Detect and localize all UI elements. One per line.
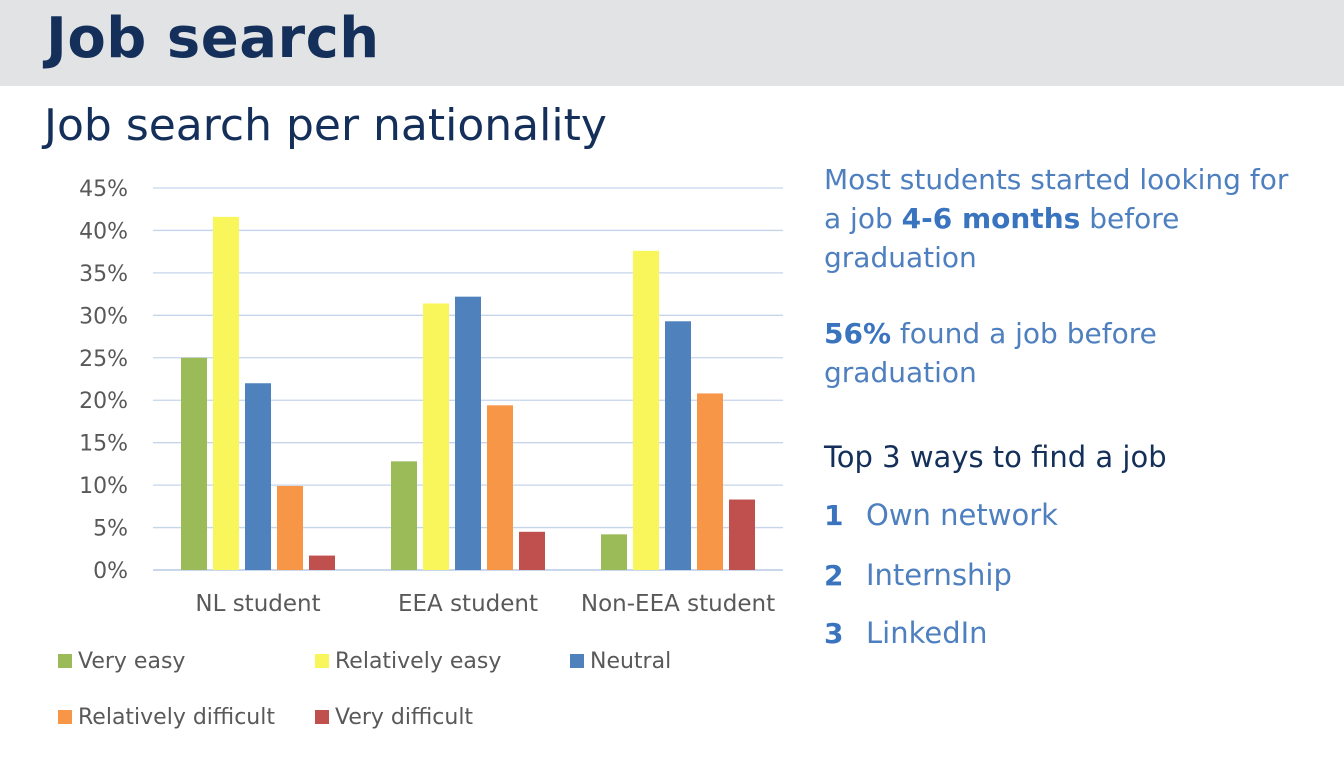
y-tick-label: 20% xyxy=(79,389,128,414)
legend-swatch xyxy=(315,654,329,668)
way-label: LinkedIn xyxy=(866,616,988,650)
ways-title: Top 3 ways to find a job xyxy=(824,440,1167,474)
bar-relatively-difficult xyxy=(487,405,513,570)
bar-neutral xyxy=(245,383,271,570)
bar-relatively-difficult xyxy=(697,393,723,570)
found-job-percent: 56% xyxy=(824,317,892,350)
bar-relatively-easy xyxy=(633,250,659,570)
legend-label: Very easy xyxy=(78,649,186,674)
header-band: Job search xyxy=(0,0,1344,86)
chart-subtitle: Job search per nationality xyxy=(44,100,607,151)
legend-swatch xyxy=(570,654,584,668)
x-tick-label: Non-EEA student xyxy=(581,591,775,617)
bar-very-easy xyxy=(181,357,207,570)
bar-chart: 0% 5% 10% 15% 20% 25% 30% 35% 40% 45% NL student EE… xyxy=(79,177,783,617)
way-item-3: 3 LinkedIn xyxy=(824,616,988,650)
legend-swatch xyxy=(58,654,72,668)
statement-highlight: 4-6 months xyxy=(901,202,1081,235)
page-title: Job search xyxy=(46,6,380,71)
legend-item-neutral: Neutral xyxy=(570,648,671,676)
legend-item-relatively-easy: Relatively easy xyxy=(315,648,501,676)
found-job-statement: 56% found a job before graduation xyxy=(824,314,1314,392)
way-label: Own network xyxy=(866,498,1058,532)
bar-very-easy xyxy=(391,461,417,570)
way-item-2: 2 Internship xyxy=(824,558,1012,592)
bar-neutral xyxy=(665,321,691,570)
bar-very-difficult xyxy=(309,555,335,570)
start-search-statement: Most students started looking for a job … xyxy=(824,160,1314,277)
y-tick-label: 25% xyxy=(79,347,128,372)
statement-text-post: before graduation xyxy=(824,202,1180,274)
y-tick-label: 35% xyxy=(79,262,128,287)
found-job-text: found a job before graduation xyxy=(824,317,1157,389)
legend-label: Relatively easy xyxy=(335,649,502,674)
way-number: 2 xyxy=(824,559,844,592)
y-tick-label: 30% xyxy=(79,304,128,329)
y-tick-label: 45% xyxy=(79,177,128,202)
legend-label: Relatively difficult xyxy=(78,705,275,730)
x-tick-label: NL student xyxy=(195,591,320,617)
bar-neutral xyxy=(455,296,481,570)
way-label: Internship xyxy=(866,558,1012,592)
bar-very-difficult xyxy=(729,499,755,570)
bar-relatively-easy xyxy=(213,216,239,570)
legend-item-very-easy: Very easy xyxy=(58,648,185,676)
legend-label: Neutral xyxy=(590,649,672,674)
y-tick-label: 15% xyxy=(79,432,128,457)
bar-relatively-difficult xyxy=(277,485,303,570)
bar-very-difficult xyxy=(519,531,545,570)
x-tick-label: EEA student xyxy=(398,591,538,617)
bar-very-easy xyxy=(601,534,627,570)
legend-swatch xyxy=(315,710,329,724)
way-number: 3 xyxy=(824,617,844,650)
bar-relatively-easy xyxy=(423,303,449,570)
way-item-1: 1 Own network xyxy=(824,498,1058,532)
legend-item-relatively-difficult: Relatively difficult xyxy=(58,704,275,732)
y-tick-label: 5% xyxy=(93,517,128,542)
y-tick-label: 0% xyxy=(93,559,128,584)
legend-swatch xyxy=(58,710,72,724)
legend-label: Very difficult xyxy=(335,705,474,730)
legend-item-very-difficult: Very difficult xyxy=(315,704,473,732)
y-tick-label: 40% xyxy=(79,219,128,244)
way-number: 1 xyxy=(824,499,844,532)
statement-text-pre: Most students started looking for a job xyxy=(824,163,1289,235)
chart-legend: Very easy Relatively easy Neutral Relativel… xyxy=(58,648,758,748)
y-tick-label: 10% xyxy=(79,474,128,499)
